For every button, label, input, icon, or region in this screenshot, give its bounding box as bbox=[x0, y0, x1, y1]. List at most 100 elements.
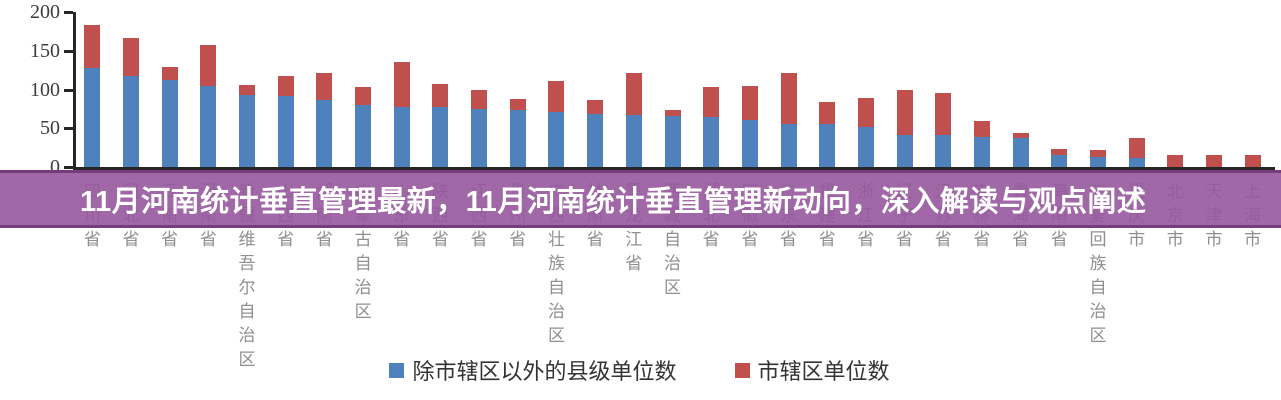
bar-segment-municipal-districts bbox=[935, 92, 952, 136]
x-axis-label-char: 省 bbox=[780, 230, 798, 249]
bar-segment-non-district-counties bbox=[935, 135, 952, 167]
bar-segment-non-district-counties bbox=[509, 110, 526, 167]
bar-segment-municipal-districts bbox=[664, 109, 681, 116]
bar-segment-municipal-districts bbox=[1051, 149, 1068, 156]
bar-group bbox=[84, 25, 101, 167]
bar-segment-municipal-districts bbox=[1089, 149, 1106, 157]
bar-segment-non-district-counties bbox=[277, 96, 294, 167]
x-axis-label-char: 区 bbox=[547, 326, 565, 345]
bar-segment-municipal-districts bbox=[355, 87, 372, 105]
x-axis-label-char: 省 bbox=[431, 230, 449, 249]
y-axis-tick-label: 150 bbox=[30, 39, 60, 62]
bar-group bbox=[587, 100, 604, 167]
bar-segment-non-district-counties bbox=[1012, 138, 1029, 167]
x-axis-label-char: 回 bbox=[1089, 230, 1107, 249]
bar-group bbox=[1051, 149, 1068, 167]
x-axis-label-char: 治 bbox=[1089, 302, 1107, 321]
bar-segment-municipal-districts bbox=[316, 73, 333, 101]
bar-group bbox=[161, 67, 178, 167]
x-axis-label-char: 省 bbox=[277, 230, 295, 249]
bar-group bbox=[625, 73, 642, 167]
bar-segment-non-district-counties bbox=[1089, 156, 1106, 167]
bar-segment-non-district-counties bbox=[161, 80, 178, 167]
bar-segment-municipal-districts bbox=[277, 76, 294, 97]
bar-segment-municipal-districts bbox=[1244, 154, 1261, 167]
bar-segment-non-district-counties bbox=[664, 115, 681, 167]
x-axis-label-char: 自 bbox=[238, 302, 256, 321]
legend-marker bbox=[389, 362, 405, 378]
y-axis-tick-label: 200 bbox=[30, 1, 60, 23]
bar-segment-non-district-counties bbox=[316, 100, 333, 167]
y-axis-tick-mark bbox=[64, 127, 73, 131]
bar-segment-municipal-districts bbox=[625, 73, 642, 116]
bar-segment-municipal-districts bbox=[509, 98, 526, 111]
x-axis-label-char: 市 bbox=[1166, 230, 1184, 249]
bar-segment-non-district-counties bbox=[780, 123, 797, 167]
x-axis-label-char: 省 bbox=[470, 230, 488, 249]
x-axis-label-char: 治 bbox=[238, 326, 256, 345]
plot-area bbox=[73, 12, 1275, 170]
x-axis-label-char: 自 bbox=[547, 278, 565, 297]
x-axis-label-char: 省 bbox=[393, 230, 411, 249]
bar-group bbox=[200, 44, 217, 167]
x-axis-label-char: 市 bbox=[1128, 230, 1146, 249]
y-axis-tick-mark bbox=[64, 88, 73, 92]
x-axis-label-char: 区 bbox=[1089, 326, 1107, 345]
legend-label: 除市辖区以外的县级单位数 bbox=[412, 359, 677, 384]
legend-item: 除市辖区以外的县级单位数 bbox=[389, 354, 677, 386]
headline-text: 11月河南统计垂直管理最新，11月河南统计垂直管理新动向，深入解读与观点阐述 bbox=[80, 186, 1147, 218]
bar-segment-non-district-counties bbox=[896, 135, 913, 167]
bar-segment-non-district-counties bbox=[471, 108, 488, 167]
bar-segment-municipal-districts bbox=[84, 25, 101, 68]
x-axis-label-char: 尔 bbox=[238, 278, 256, 297]
x-axis-label-char: 省 bbox=[509, 230, 527, 249]
legend-item: 市辖区单位数 bbox=[734, 354, 890, 386]
bar-segment-municipal-districts bbox=[780, 73, 797, 124]
x-axis-label-char: 省 bbox=[934, 230, 952, 249]
x-axis-label-char: 省 bbox=[1012, 230, 1030, 249]
bar-segment-municipal-districts bbox=[471, 89, 488, 109]
y-axis-tick-label: 50 bbox=[40, 117, 60, 140]
bar-segment-non-district-counties bbox=[200, 85, 217, 167]
x-axis-label-char: 省 bbox=[586, 230, 604, 249]
bar-segment-municipal-districts bbox=[1012, 132, 1029, 139]
bar-group bbox=[935, 92, 952, 167]
x-axis-label-char: 自 bbox=[354, 254, 372, 273]
x-axis-label-char: 省 bbox=[973, 230, 991, 249]
bar-segment-municipal-districts bbox=[393, 62, 410, 107]
bar-group bbox=[123, 37, 140, 167]
bar-segment-non-district-counties bbox=[84, 67, 101, 167]
bar-group bbox=[239, 84, 256, 167]
bar-segment-non-district-counties bbox=[703, 117, 720, 167]
y-axis-tick-label: 0 bbox=[50, 156, 60, 178]
x-axis-label-char: 区 bbox=[354, 302, 372, 321]
bar-segment-municipal-districts bbox=[432, 84, 449, 108]
bar-segment-non-district-counties bbox=[857, 126, 874, 167]
bar-group bbox=[741, 85, 758, 167]
bar-segment-non-district-counties bbox=[393, 106, 410, 167]
x-axis-label-char: 省 bbox=[896, 230, 914, 249]
bar-segment-municipal-districts bbox=[1128, 137, 1145, 158]
bar-group bbox=[1167, 154, 1184, 167]
x-axis-label-char: 省 bbox=[83, 230, 101, 249]
bar-segment-non-district-counties bbox=[432, 107, 449, 167]
bar-segment-non-district-counties bbox=[819, 124, 836, 167]
bar-segment-non-district-counties bbox=[741, 119, 758, 167]
x-axis-label-char: 市 bbox=[1205, 230, 1223, 249]
legend: 除市辖区以外的县级单位数 市辖区单位数 bbox=[40, 354, 1239, 386]
x-axis-label-char: 区 bbox=[238, 350, 256, 369]
bar-group bbox=[1244, 154, 1261, 167]
x-axis-label-char: 治 bbox=[663, 254, 681, 273]
bar-group bbox=[548, 80, 565, 167]
bar-segment-municipal-districts bbox=[548, 80, 565, 112]
bar-group bbox=[857, 98, 874, 167]
bar-group bbox=[393, 62, 410, 167]
bar-group bbox=[432, 84, 449, 167]
bar-segment-municipal-districts bbox=[123, 37, 140, 76]
bar-group bbox=[1205, 154, 1222, 167]
bar-segment-municipal-districts bbox=[1167, 154, 1184, 167]
x-axis-label-char: 自 bbox=[1089, 278, 1107, 297]
bar-segment-municipal-districts bbox=[703, 87, 720, 118]
y-axis-tick-mark bbox=[64, 166, 73, 169]
x-axis-label-char: 壮 bbox=[547, 230, 565, 249]
